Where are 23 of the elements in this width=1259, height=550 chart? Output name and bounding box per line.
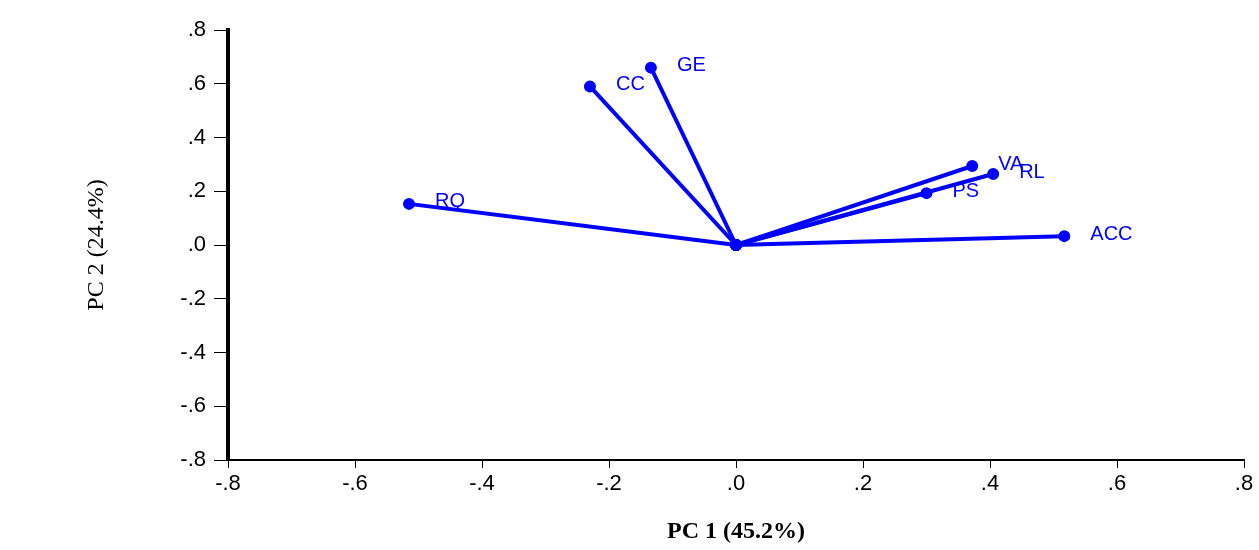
x-tick-label: .8 (1234, 470, 1254, 496)
series-label: ACC (1090, 221, 1133, 244)
x-tick-label: -.6 (342, 470, 368, 496)
y-tick-label: -.2 (180, 284, 206, 310)
x-tick-label: -.8 (215, 470, 241, 496)
x-tick-label: .6 (1107, 470, 1127, 496)
x-tick-label: .2 (853, 470, 873, 496)
x-tick-label: .4 (980, 470, 1000, 496)
y-tick-label: .2 (187, 177, 206, 203)
x-tick-label: -.2 (596, 470, 622, 496)
y-tick-label: .4 (187, 123, 206, 149)
x-tick-label: -.4 (469, 470, 495, 496)
series-label: CC (615, 71, 645, 94)
y-tick-label: -.8 (180, 446, 206, 472)
y-tick-label: .6 (187, 69, 206, 95)
y-axis-title: PC 2 (24.4%) (81, 179, 108, 311)
series-label: GE (676, 53, 706, 76)
y-tick-label: .0 (187, 231, 206, 257)
y-tick-label: .8 (187, 16, 206, 42)
y-tick-label: -.4 (180, 338, 206, 364)
x-tick-label: .0 (726, 470, 746, 496)
y-tick-label: -.6 (180, 392, 206, 418)
x-axis-title: PC 1 (45.2%) (667, 516, 805, 543)
